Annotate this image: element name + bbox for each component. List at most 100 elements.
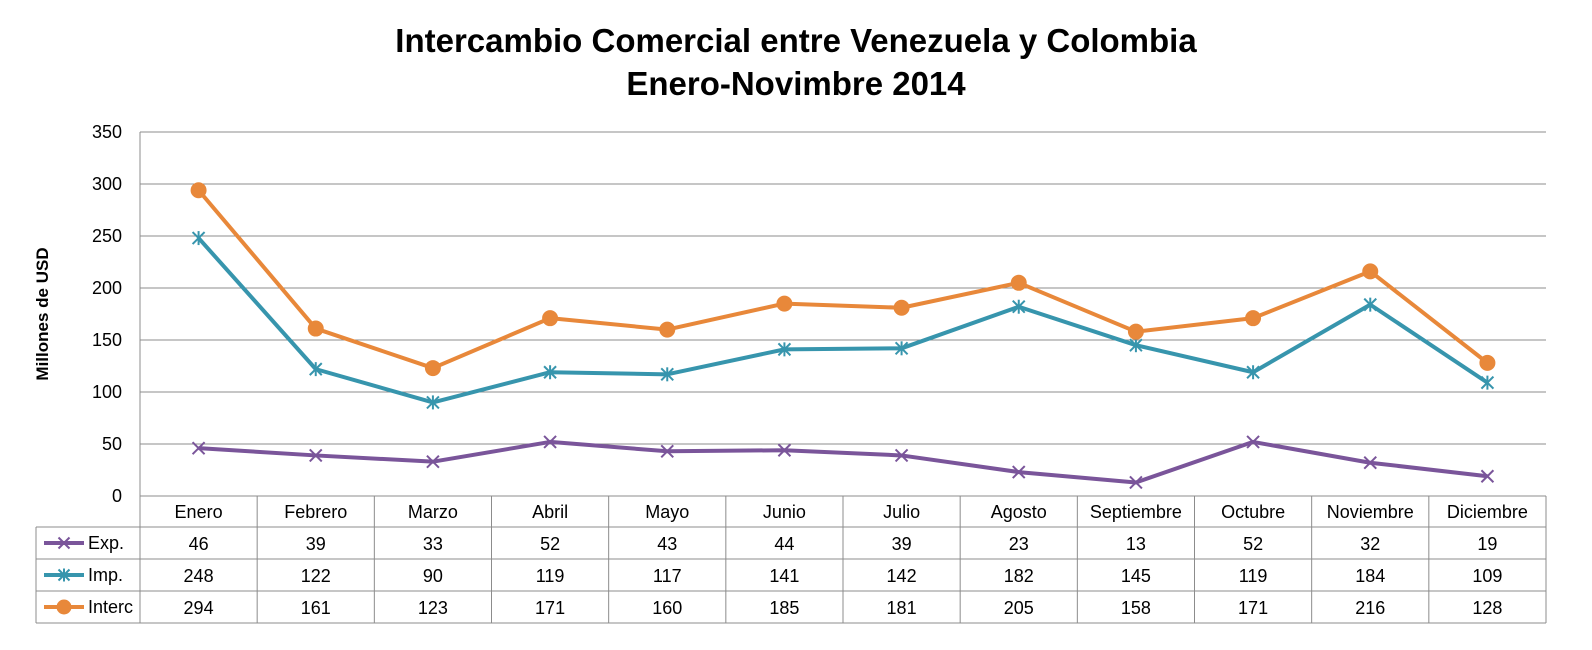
- data-point: [1363, 456, 1377, 470]
- data-label: 119: [536, 566, 565, 586]
- data-label: 52: [1243, 534, 1263, 554]
- x-category-label: Junio: [763, 502, 806, 522]
- data-label: 158: [1121, 598, 1151, 618]
- data-label: 109: [1472, 566, 1502, 586]
- data-point: [1246, 365, 1260, 380]
- data-label: 39: [306, 534, 326, 554]
- data-point: [1245, 310, 1262, 327]
- data-point: [894, 448, 909, 463]
- x-category-label: Septiembre: [1090, 502, 1182, 522]
- data-point-stroke: [777, 443, 792, 457]
- data-point: [424, 360, 441, 377]
- data-point-stroke: [426, 454, 440, 469]
- y-tick-label: 300: [92, 174, 122, 194]
- y-tick-label: 100: [92, 382, 122, 402]
- data-label: 119: [1239, 566, 1268, 586]
- legend-label: Interc: [88, 597, 133, 617]
- legend-key: [44, 599, 84, 615]
- data-label: 122: [301, 566, 331, 586]
- data-point: [1010, 274, 1027, 291]
- data-point-stroke: [660, 444, 674, 458]
- data-point: [191, 231, 206, 246]
- x-category-label: Febrero: [284, 502, 347, 522]
- y-tick-label: 200: [92, 278, 122, 298]
- data-point-circle: [1010, 274, 1027, 291]
- data-label: 39: [892, 534, 912, 554]
- data-point-circle: [307, 320, 324, 337]
- data-point: [1479, 354, 1496, 371]
- data-point: [309, 448, 323, 463]
- data-point-stroke: [57, 536, 71, 550]
- data-label: 171: [1238, 598, 1268, 618]
- data-point-stroke: [309, 448, 323, 463]
- y-tick-label: 50: [102, 434, 122, 454]
- data-point: [1480, 375, 1495, 390]
- data-point: [426, 454, 440, 469]
- data-point-stroke: [1480, 469, 1495, 483]
- data-point: [1480, 469, 1495, 483]
- x-category-label: Mayo: [645, 502, 689, 522]
- x-category-label: Agosto: [991, 502, 1047, 522]
- data-label: 182: [1004, 566, 1034, 586]
- data-point: [190, 182, 207, 199]
- x-category-label: Marzo: [408, 502, 458, 522]
- data-label: 142: [887, 566, 917, 586]
- data-point-stroke: [894, 448, 909, 463]
- legend-label: Imp.: [88, 565, 123, 585]
- data-point: [543, 365, 557, 380]
- y-tick-label: 350: [92, 122, 122, 142]
- data-point: [426, 395, 440, 410]
- series-imp: [191, 231, 1495, 410]
- data-label: 33: [423, 534, 443, 554]
- data-label: 90: [423, 566, 443, 586]
- x-category-label: Diciembre: [1447, 502, 1528, 522]
- data-point: [893, 299, 910, 316]
- data-point: [1246, 435, 1260, 449]
- data-point-stroke: [543, 435, 557, 449]
- data-point-stroke: [1129, 475, 1143, 490]
- data-point: [1012, 465, 1026, 479]
- data-point-circle: [893, 299, 910, 316]
- data-point-circle: [659, 321, 676, 338]
- data-label: 32: [1360, 534, 1380, 554]
- data-point: [1362, 263, 1379, 280]
- data-label: 145: [1121, 566, 1151, 586]
- data-point: [1129, 338, 1143, 353]
- data-label: 128: [1472, 598, 1502, 618]
- data-label: 248: [184, 566, 214, 586]
- data-label: 171: [535, 598, 565, 618]
- y-tick-label: 250: [92, 226, 122, 246]
- data-label: 161: [301, 598, 331, 618]
- data-point: [1363, 297, 1377, 312]
- legend-key: [44, 536, 84, 550]
- data-point-stroke: [1363, 456, 1377, 470]
- data-label: 141: [769, 566, 799, 586]
- data-point-circle: [1479, 354, 1496, 371]
- data-point-circle: [1362, 263, 1379, 280]
- x-category-label: Abril: [532, 502, 568, 522]
- series-lines: [190, 182, 1496, 490]
- data-point-stroke: [1246, 435, 1260, 449]
- data-label: 117: [653, 566, 682, 586]
- y-tick-label: 150: [92, 330, 122, 350]
- data-label: 23: [1009, 534, 1029, 554]
- legend-label: Exp.: [88, 533, 124, 553]
- chart-title-line2: Enero-Novimbre 2014: [626, 65, 966, 102]
- data-point-stroke: [1012, 465, 1026, 479]
- data-point: [777, 342, 792, 357]
- data-point: [1012, 299, 1026, 314]
- legend-key: [44, 568, 84, 582]
- data-label: 216: [1355, 598, 1385, 618]
- data-point-stroke: [191, 441, 206, 455]
- data-point: [1129, 475, 1143, 490]
- data-label: 181: [887, 598, 917, 618]
- data-point-circle: [190, 182, 207, 199]
- data-label: 13: [1126, 534, 1146, 554]
- data-label: 205: [1004, 598, 1034, 618]
- x-category-label: Julio: [883, 502, 920, 522]
- data-point: [56, 599, 72, 615]
- data-label: 294: [184, 598, 214, 618]
- x-category-label: Enero: [175, 502, 223, 522]
